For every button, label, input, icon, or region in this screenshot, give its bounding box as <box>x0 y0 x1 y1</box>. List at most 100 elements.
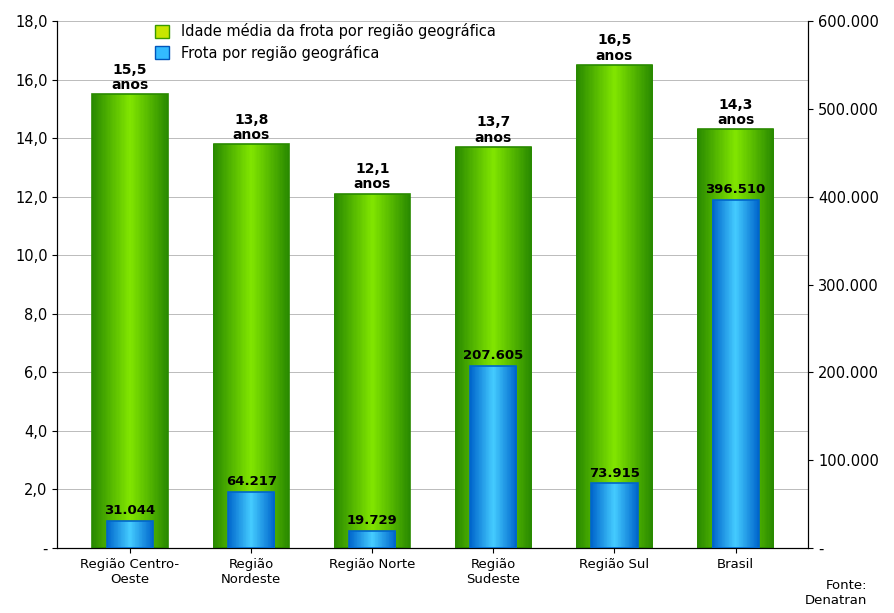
Bar <box>772 129 774 548</box>
Bar <box>736 129 737 548</box>
Bar <box>472 147 473 548</box>
Bar <box>497 147 499 548</box>
Bar <box>365 194 366 548</box>
Bar <box>110 94 111 548</box>
Bar <box>282 144 283 548</box>
Bar <box>584 65 586 548</box>
Bar <box>747 129 748 548</box>
Bar <box>152 94 153 548</box>
Bar <box>518 147 519 548</box>
Bar <box>724 129 725 548</box>
Text: 207.605: 207.605 <box>463 349 524 362</box>
Bar <box>389 194 390 548</box>
Bar <box>231 144 232 548</box>
Bar <box>126 94 128 548</box>
Bar <box>354 194 356 548</box>
Bar <box>116 94 117 548</box>
Bar <box>715 129 716 548</box>
Bar <box>589 65 590 548</box>
Bar <box>586 65 587 548</box>
Bar <box>281 144 282 548</box>
Bar <box>496 147 497 548</box>
Bar <box>592 65 593 548</box>
Bar <box>767 129 769 548</box>
Bar <box>583 65 584 548</box>
Bar <box>616 65 617 548</box>
Bar <box>515 147 517 548</box>
Bar <box>144 94 146 548</box>
Bar <box>524 147 525 548</box>
Bar <box>266 144 267 548</box>
Bar <box>509 147 510 548</box>
Bar <box>163 94 164 548</box>
Bar <box>769 129 770 548</box>
Bar <box>99 94 101 548</box>
Bar <box>701 129 703 548</box>
Bar <box>494 147 496 548</box>
Text: 14,3
anos: 14,3 anos <box>717 98 755 127</box>
Bar <box>520 147 521 548</box>
Bar <box>766 129 767 548</box>
Bar <box>161 94 162 548</box>
Bar <box>272 144 273 548</box>
Bar <box>249 144 250 548</box>
Bar <box>407 194 408 548</box>
Bar <box>134 94 135 548</box>
Bar <box>380 194 381 548</box>
Bar <box>159 94 161 548</box>
Bar <box>765 129 766 548</box>
Bar <box>130 94 131 548</box>
Bar <box>746 129 747 548</box>
Bar <box>482 147 484 548</box>
Bar <box>487 147 488 548</box>
Bar <box>508 147 509 548</box>
Bar <box>279 144 281 548</box>
Bar <box>119 94 120 548</box>
Bar <box>261 144 263 548</box>
Bar <box>603 65 604 548</box>
Bar <box>458 147 459 548</box>
Bar <box>222 144 224 548</box>
Bar <box>344 194 346 548</box>
Bar <box>224 144 225 548</box>
Bar <box>623 65 625 548</box>
Bar <box>577 65 578 548</box>
Bar <box>366 194 367 548</box>
Bar <box>611 65 612 548</box>
Bar <box>628 65 629 548</box>
Bar <box>361 194 362 548</box>
Bar <box>745 129 746 548</box>
Bar <box>610 65 611 548</box>
Bar <box>149 94 150 548</box>
Bar <box>263 144 264 548</box>
Bar <box>98 94 99 548</box>
Bar <box>243 144 245 548</box>
Bar <box>125 94 126 548</box>
Bar <box>478 147 479 548</box>
Bar <box>95 94 96 548</box>
Bar <box>148 94 149 548</box>
Bar <box>604 65 605 548</box>
Bar <box>260 144 261 548</box>
Bar <box>285 144 287 548</box>
Text: Fonte:
Denatran: Fonte: Denatran <box>805 579 867 607</box>
Bar <box>359 194 361 548</box>
Bar <box>164 94 165 548</box>
Bar <box>375 194 376 548</box>
Bar <box>473 147 475 548</box>
Bar <box>641 65 643 548</box>
Bar <box>592 483 637 548</box>
Bar <box>754 129 755 548</box>
Bar <box>757 129 758 548</box>
Bar <box>705 129 706 548</box>
Bar <box>611 65 613 548</box>
Bar <box>105 94 107 548</box>
Bar <box>227 144 228 548</box>
Bar <box>236 144 237 548</box>
Bar <box>123 94 125 548</box>
Bar <box>129 94 130 548</box>
Bar <box>350 194 352 548</box>
Bar <box>644 65 645 548</box>
Bar <box>506 147 508 548</box>
Bar <box>698 129 773 548</box>
